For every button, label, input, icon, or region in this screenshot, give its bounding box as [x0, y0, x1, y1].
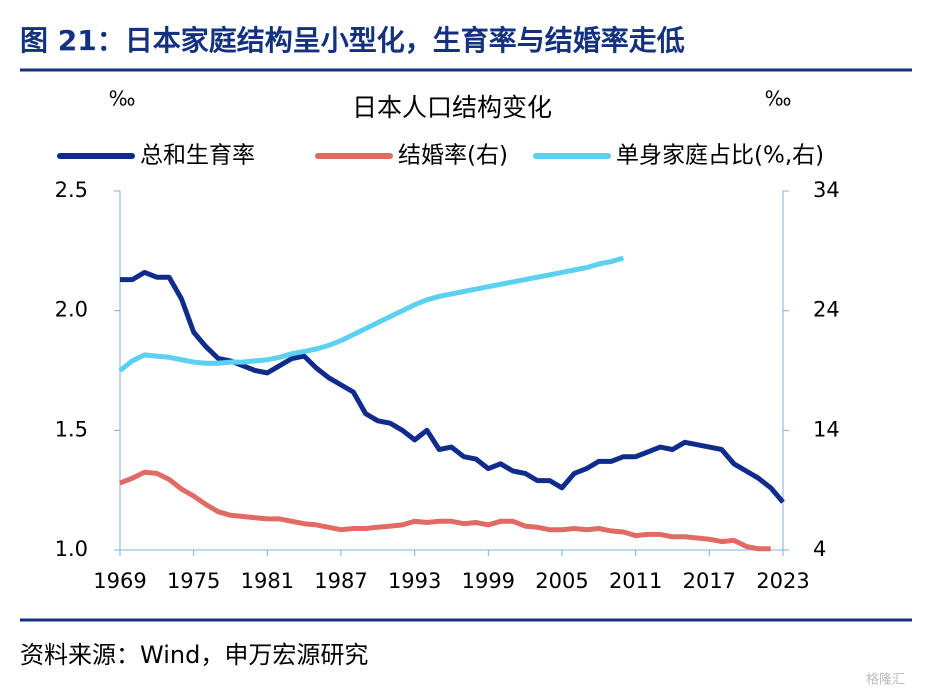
y2-tick-label: 34: [813, 178, 840, 202]
x-tick-label: 1993: [388, 569, 441, 593]
y2-unit: ‰: [765, 87, 792, 111]
x-tick-label: 2005: [535, 569, 588, 593]
x-tick-label: 1975: [167, 569, 220, 593]
figure-title: 图 21：日本家庭结构呈小型化，生育率与结婚率走低: [20, 24, 685, 57]
legend-label: 结婚率(右): [398, 143, 508, 169]
y-unit: ‰: [109, 87, 136, 111]
x-tick-label: 2011: [609, 569, 662, 593]
y-tick-label: 1.0: [55, 537, 88, 561]
legend-label: 单身家庭占比(%,右): [616, 143, 824, 169]
y2-tick-label: 24: [813, 298, 840, 322]
legend-label: 总和生育率: [140, 143, 255, 169]
x-tick-label: 1981: [241, 569, 294, 593]
x-tick-label: 2017: [683, 569, 736, 593]
series-line: [119, 469, 771, 552]
x-tick-label: 2023: [756, 569, 809, 593]
chart-title: 日本人口结构变化: [352, 93, 552, 122]
x-tick-label: 1999: [462, 569, 515, 593]
y2-tick-label: 14: [813, 417, 840, 441]
series-line: [118, 255, 625, 373]
watermark: 格隆汇: [866, 672, 905, 688]
source: 资料来源：Wind，申万宏源研究: [20, 641, 368, 669]
y-tick-label: 1.5: [55, 417, 88, 441]
y2-tick-label: 4: [813, 537, 826, 561]
y-tick-label: 2.0: [55, 298, 88, 322]
x-tick-label: 1987: [314, 569, 367, 593]
x-tick-label: 1969: [93, 569, 146, 593]
y-tick-label: 2.5: [55, 178, 88, 202]
series-line: [120, 269, 785, 504]
